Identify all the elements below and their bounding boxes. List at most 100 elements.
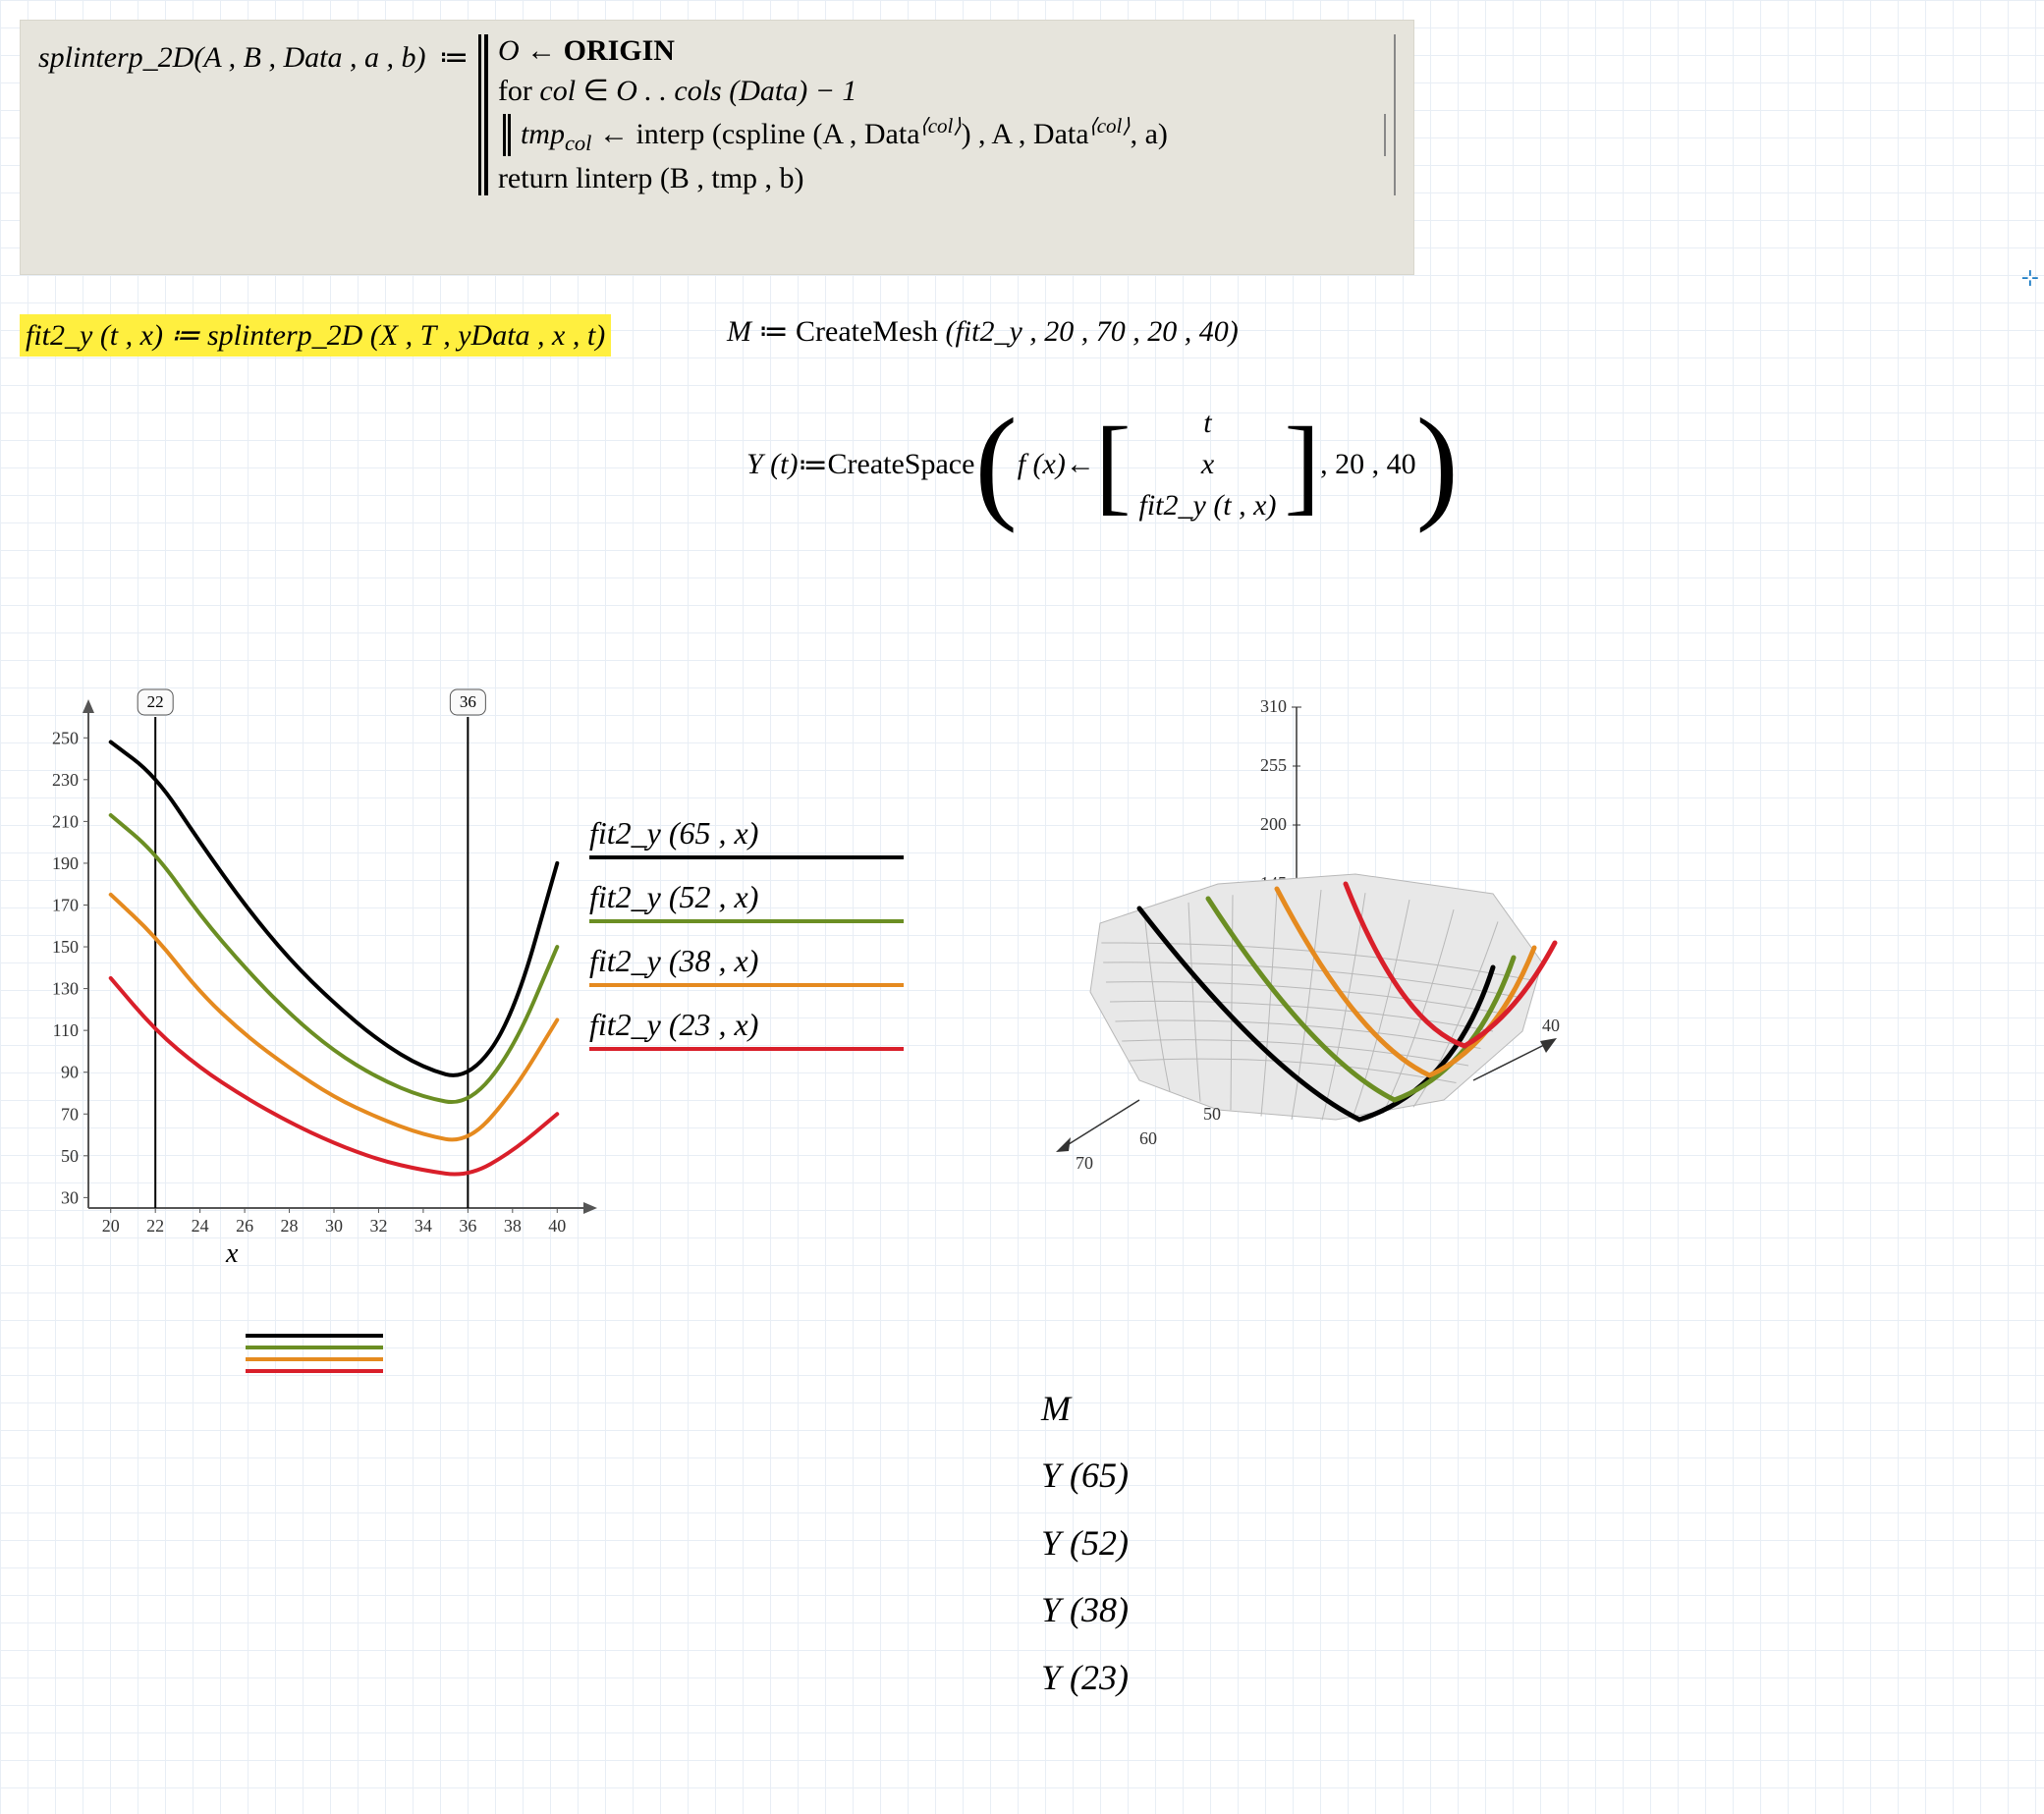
svg-text:60: 60 <box>1139 1128 1157 1148</box>
svg-text:26: 26 <box>236 1216 253 1236</box>
svg-text:130: 130 <box>52 979 79 999</box>
m-var: M <box>727 315 751 348</box>
createmesh-fn: CreateMesh <box>796 315 938 348</box>
svg-text:255: 255 <box>1260 755 1287 775</box>
plot-legend: fit2_y (65 , x) fit2_y (52 , x) fit2_y (… <box>589 815 1002 1071</box>
small-legend-swatch <box>246 1369 383 1373</box>
return-kw: return <box>498 162 569 194</box>
svg-text:70: 70 <box>61 1104 79 1124</box>
matrix-row-0: t <box>1203 403 1211 444</box>
svg-text:250: 250 <box>52 728 79 747</box>
legend-label: fit2_y (65 , x) <box>589 815 1002 852</box>
svg-text:50: 50 <box>61 1146 79 1166</box>
svg-text:70: 70 <box>1076 1153 1093 1173</box>
origin-kw: ORIGIN <box>564 34 675 67</box>
legend-item: fit2_y (38 , x) <box>589 943 1002 987</box>
svg-text:150: 150 <box>52 937 79 957</box>
fit2y-definition-highlight: fit2_y (t , x) ≔ splinterp_2D (X , T , y… <box>20 314 611 357</box>
trace-list-item: Y (23) <box>1041 1644 1129 1711</box>
assign-op: ≔ <box>759 315 797 348</box>
svg-text:28: 28 <box>281 1216 299 1236</box>
svg-text:110: 110 <box>53 1020 79 1040</box>
program-definition-block: splinterp_2D(A , B , Data , a , b) ≔ O ←… <box>20 20 1414 275</box>
legend-swatch <box>589 855 904 859</box>
plot-3d-svg: 14520025531070605040 <box>1022 687 1572 1198</box>
sup1: ⟨col⟩ <box>920 114 962 137</box>
matrix-row-1: x <box>1201 444 1214 485</box>
interp-pre: interp (cspline (A , Data <box>635 118 919 150</box>
legend-swatch <box>589 919 904 923</box>
small-legend-swatch <box>246 1346 383 1349</box>
legend-label: fit2_y (52 , x) <box>589 879 1002 915</box>
createspace-fn: CreateSpace <box>828 448 975 481</box>
Y-lhs: Y (t) <box>746 448 799 481</box>
svg-text:230: 230 <box>52 770 79 790</box>
program-lhs: splinterp_2D(A , B , Data , a , b) ≔ <box>38 34 474 75</box>
lparen-icon: ( <box>974 416 1017 513</box>
svg-text:200: 200 <box>1260 814 1287 834</box>
matrix: [ t x fit2_y (t , x) ] <box>1095 403 1320 526</box>
svg-text:50: 50 <box>1203 1104 1221 1124</box>
fit2y-def-text: fit2_y (t , x) ≔ splinterp_2D (X , T , y… <box>26 319 605 352</box>
svg-text:38: 38 <box>504 1216 522 1236</box>
in-op: ∈ <box>583 75 617 107</box>
svg-text:40: 40 <box>548 1216 566 1236</box>
f-lhs: f (x) <box>1018 448 1066 481</box>
rparen-icon: ) <box>1416 416 1459 513</box>
trace-list-item: Y (65) <box>1041 1442 1129 1509</box>
for-header: for col ∈ O . . cols (Data) − 1 <box>498 74 1386 108</box>
for-var: col <box>539 75 576 107</box>
trace-list-item: Y (52) <box>1041 1510 1129 1576</box>
return-line: return linterp (B , tmp , b) <box>498 162 1386 195</box>
for-kw: for <box>498 75 539 107</box>
assign-op: ≔ <box>799 448 828 482</box>
legend-swatch <box>589 983 904 987</box>
arrow-icon: ← <box>599 118 636 150</box>
interp-post: , a) <box>1131 118 1168 150</box>
arrow-icon: ← <box>526 34 564 67</box>
legend-item: fit2_y (52 , x) <box>589 879 1002 923</box>
small-legend-swatch <box>246 1357 383 1361</box>
interp-mid: ) , A , Data <box>962 118 1089 150</box>
tmp-sub: col <box>565 131 592 155</box>
svg-text:20: 20 <box>102 1216 120 1236</box>
matrix-row-2: fit2_y (t , x) <box>1139 485 1277 526</box>
prog-fn-name: splinterp_2D <box>38 41 193 74</box>
line-origin: O ← ORIGIN <box>498 34 1386 68</box>
svg-text:170: 170 <box>52 895 79 914</box>
return-expr: linterp (B , tmp , b) <box>576 162 803 194</box>
for-body: tmpcol ← interp (cspline (A , Data⟨col⟩)… <box>508 114 1386 156</box>
plot-3d[interactable]: 14520025531070605040 <box>1022 687 1572 1198</box>
plot-2d[interactable]: 3050709011013015017019021023025020222426… <box>29 687 599 1277</box>
svg-text:310: 310 <box>1260 696 1287 716</box>
svg-text:34: 34 <box>414 1216 432 1236</box>
tmp-var: tmp <box>521 118 565 150</box>
svg-text:30: 30 <box>325 1216 343 1236</box>
sup2: ⟨col⟩ <box>1089 114 1131 137</box>
small-legend-swatch <box>246 1334 383 1338</box>
Y-definition: Y (t) ≔ CreateSpace ( f (x) ← [ t x fit2… <box>746 403 1459 526</box>
trailing-args: , 20 , 40 <box>1320 448 1416 481</box>
legend-item: fit2_y (65 , x) <box>589 815 1002 859</box>
o-var: O <box>498 34 520 67</box>
legend-label: fit2_y (38 , x) <box>589 943 1002 979</box>
svg-text:90: 90 <box>61 1063 79 1082</box>
rbracket-icon: ] <box>1284 421 1320 508</box>
lbracket-icon: [ <box>1095 421 1132 508</box>
svg-text:40: 40 <box>1542 1016 1560 1035</box>
plot-2d-svg: 3050709011013015017019021023025020222426… <box>29 687 599 1277</box>
svg-text:30: 30 <box>61 1187 79 1207</box>
svg-text:32: 32 <box>369 1216 387 1236</box>
for-range: O . . cols (Data) − 1 <box>616 75 856 107</box>
assign-op: ≔ <box>439 41 469 74</box>
program-body: O ← ORIGIN for col ∈ O . . cols (Data) −… <box>484 34 1396 195</box>
mesh-definition: M ≔ CreateMesh (fit2_y , 20 , 70 , 20 , … <box>727 314 1239 349</box>
legend-item: fit2_y (23 , x) <box>589 1007 1002 1051</box>
legend-swatch <box>589 1047 904 1051</box>
legend-label: fit2_y (23 , x) <box>589 1007 1002 1043</box>
trace-list-item: Y (38) <box>1041 1576 1129 1643</box>
surface-trace-list: MY (65)Y (52)Y (38)Y (23) <box>1041 1375 1129 1711</box>
svg-text:190: 190 <box>52 853 79 873</box>
svg-text:x: x <box>225 1238 239 1269</box>
prog-fn-args: (A , B , Data , a , b) <box>193 41 425 74</box>
